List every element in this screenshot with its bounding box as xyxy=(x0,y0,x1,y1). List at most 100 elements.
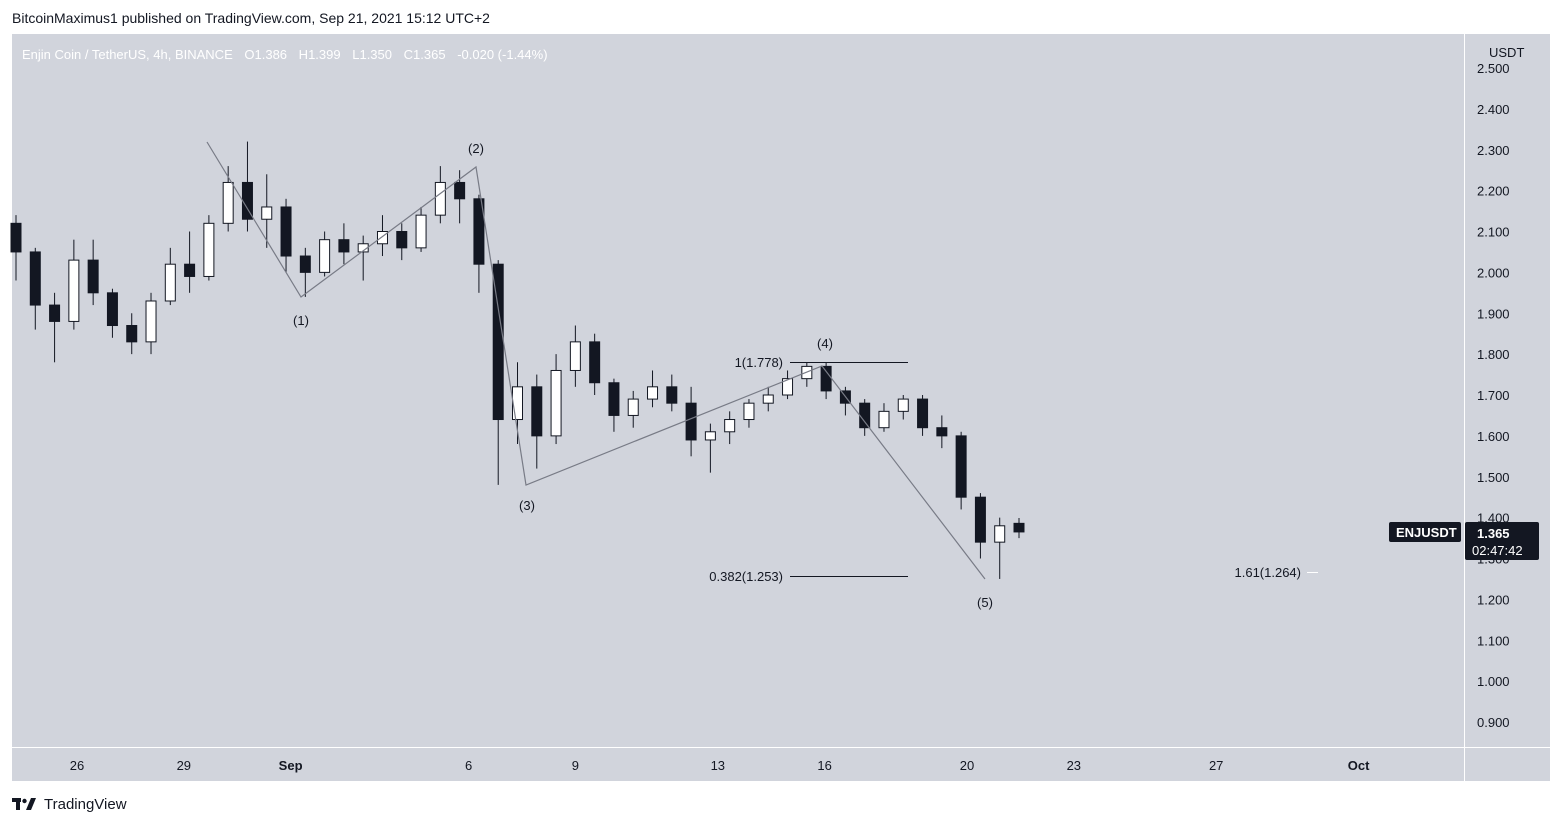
candle-30 xyxy=(589,333,601,395)
candle-body xyxy=(376,231,388,245)
candle-38 xyxy=(743,399,755,428)
price-badge-countdown: 02:47:42 xyxy=(1472,543,1523,558)
candle-33 xyxy=(647,370,659,408)
time-tick-3: 6 xyxy=(465,758,472,773)
candle-body xyxy=(627,398,639,416)
candle-7 xyxy=(145,292,157,355)
candle-body xyxy=(589,341,601,384)
time-tick-10: Oct xyxy=(1348,758,1370,773)
candle-9 xyxy=(184,231,196,293)
candle-body xyxy=(338,239,350,253)
candle-body xyxy=(357,243,369,253)
price-tick-13: 1.200 xyxy=(1477,592,1510,607)
candle-13 xyxy=(261,174,273,248)
candle-body xyxy=(955,435,967,498)
candle-0 xyxy=(10,215,22,281)
price-tick-15: 1.000 xyxy=(1477,674,1510,689)
candle-body xyxy=(434,181,446,216)
currency-label: USDT xyxy=(1489,45,1524,60)
candle-body xyxy=(917,398,929,429)
candle-body xyxy=(878,410,890,429)
wave-label-2: (2) xyxy=(468,141,484,156)
candle-body xyxy=(897,398,909,412)
fib-level-labels: 1(1.778) 0.382(1.253) 1.61(1.264) xyxy=(709,355,1301,584)
candle-5 xyxy=(106,288,118,338)
price-tick-10: 1.500 xyxy=(1477,470,1510,485)
candle-body xyxy=(145,300,157,343)
candle-15 xyxy=(299,247,311,297)
candle-body xyxy=(396,231,408,249)
open-label: O xyxy=(244,47,254,62)
price-tick-5: 2.000 xyxy=(1477,265,1510,280)
time-tick-8: 23 xyxy=(1067,758,1081,773)
candle-body xyxy=(724,419,736,433)
candle-body xyxy=(550,369,562,437)
candle-34 xyxy=(666,374,678,412)
time-tick-7: 20 xyxy=(960,758,974,773)
candle-body xyxy=(184,263,196,277)
time-tick-1: 29 xyxy=(177,758,191,773)
price-badge-price: 1.365 xyxy=(1477,526,1510,541)
price-axis[interactable] xyxy=(1465,34,1550,747)
candle-body xyxy=(49,304,61,322)
high-value: 1.399 xyxy=(308,47,341,62)
candle-body xyxy=(820,365,832,392)
candle-52 xyxy=(1013,518,1025,539)
candle-20 xyxy=(396,223,408,261)
price-tick-16: 0.900 xyxy=(1477,715,1510,730)
candle-8 xyxy=(164,247,176,306)
price-tick-3: 2.200 xyxy=(1477,184,1510,199)
tradingview-logo-icon xyxy=(12,798,36,810)
time-tick-4: 9 xyxy=(572,758,579,773)
candle-16 xyxy=(319,231,331,277)
candle-body xyxy=(666,386,678,404)
price-tick-1: 2.400 xyxy=(1477,102,1510,117)
candle-37 xyxy=(724,411,736,445)
candle-body xyxy=(1013,522,1025,533)
footer-brand: TradingView xyxy=(44,795,127,813)
candle-body xyxy=(222,181,234,224)
symbol-badge xyxy=(1389,522,1461,542)
candle-body xyxy=(647,386,659,400)
candles xyxy=(10,141,1025,579)
candle-body xyxy=(10,222,22,253)
candle-27 xyxy=(531,374,543,469)
candle-47 xyxy=(917,395,929,436)
fib-label-161: 1.61(1.264) xyxy=(1235,565,1302,580)
symbol-badge-text: ENJUSDT xyxy=(1396,525,1457,540)
candle-body xyxy=(164,263,176,302)
price-tick-7: 1.800 xyxy=(1477,347,1510,362)
candle-body xyxy=(87,259,99,294)
footer: TradingView xyxy=(12,794,127,814)
plot-area[interactable] xyxy=(12,34,1464,747)
price-tick-14: 1.100 xyxy=(1477,633,1510,648)
price-tick-0: 2.500 xyxy=(1477,61,1510,76)
axis-corner xyxy=(1465,748,1550,781)
candle-body xyxy=(743,402,755,421)
high-label: H xyxy=(299,47,308,62)
time-axis[interactable] xyxy=(12,748,1464,781)
open-value: 1.386 xyxy=(255,47,288,62)
price-axis-ticks: 2.500 2.400 2.300 2.200 2.100 2.000 1.900 1.800… xyxy=(1477,61,1510,730)
candle-1 xyxy=(29,247,41,330)
price-tick-6: 1.900 xyxy=(1477,306,1510,321)
candle-4 xyxy=(87,239,99,306)
price-tick-4: 2.100 xyxy=(1477,225,1510,240)
publish-header: BitcoinMaximus1 published on TradingView… xyxy=(12,10,490,26)
close-value: 1.365 xyxy=(413,47,446,62)
candle-6 xyxy=(126,313,138,355)
candle-body xyxy=(974,496,986,543)
candle-body xyxy=(994,525,1006,543)
symbol-name: Enjin Coin / TetherUS, 4h, BINANCE xyxy=(22,47,233,62)
price-tick-9: 1.600 xyxy=(1477,429,1510,444)
change-value: -0.020 (-1.44%) xyxy=(457,47,547,62)
price-tick-2: 2.300 xyxy=(1477,143,1510,158)
time-tick-5: 13 xyxy=(711,758,725,773)
candle-body xyxy=(762,394,774,404)
candle-28 xyxy=(550,354,562,445)
wave-path xyxy=(206,141,986,580)
candle-18 xyxy=(357,235,369,281)
candle-36 xyxy=(704,423,716,473)
close-label: C xyxy=(404,47,413,62)
